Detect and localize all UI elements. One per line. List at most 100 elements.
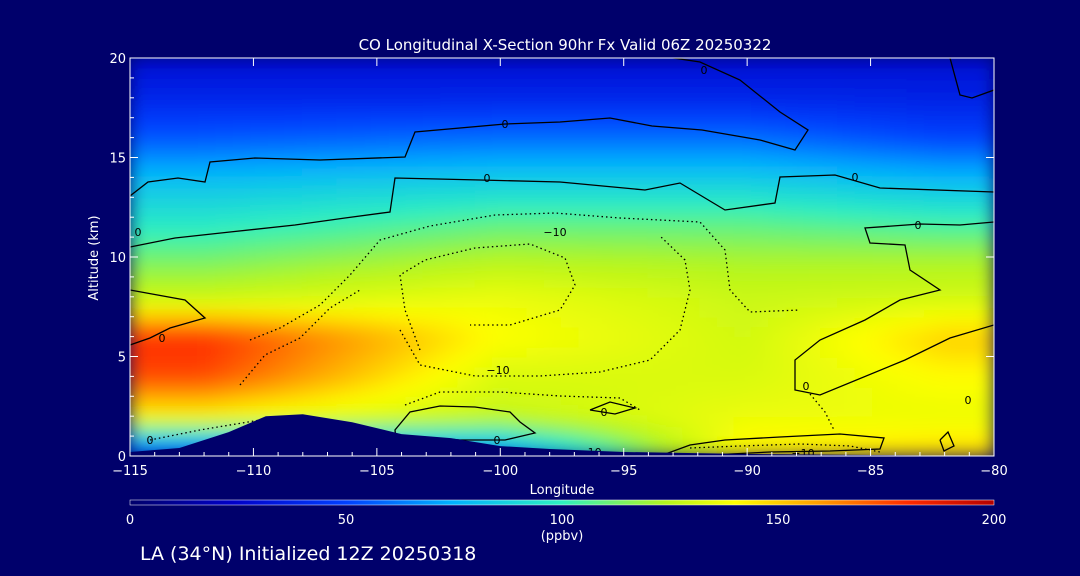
field-cell (889, 196, 909, 209)
field-cell (146, 126, 166, 139)
field-cell (785, 76, 805, 89)
field-cell (768, 236, 788, 249)
field-cell (440, 116, 460, 129)
field-cell (941, 76, 961, 89)
field-cell (543, 405, 563, 418)
field-cell (319, 385, 339, 398)
field-cell (491, 295, 512, 308)
field-cell (768, 275, 788, 288)
field-cell (699, 206, 719, 219)
field-cell (751, 216, 771, 229)
field-cell (232, 385, 252, 398)
field-cell (854, 116, 875, 129)
field-cell (906, 285, 926, 298)
contour-line (809, 393, 835, 431)
field-cell (198, 186, 218, 199)
field-cell (941, 355, 961, 368)
field-cell (130, 206, 149, 219)
field-cell (975, 156, 994, 169)
field-cell (561, 86, 581, 99)
field-cell (388, 375, 408, 388)
field-cell (422, 186, 443, 199)
field-cell (353, 58, 373, 69)
field-cell (837, 246, 857, 258)
field-cell (647, 66, 667, 79)
field-cell (733, 176, 754, 189)
field-cell (820, 146, 840, 159)
field-cell (388, 206, 408, 219)
field-cell (958, 196, 978, 209)
field-cell (906, 315, 926, 328)
field-cell (336, 216, 356, 229)
field-cell (180, 96, 201, 109)
field-cell (130, 355, 149, 368)
field-cell (232, 186, 252, 199)
field-cell (232, 236, 252, 249)
field-cell (198, 405, 218, 418)
field-cell (319, 196, 339, 209)
field-cell (923, 305, 944, 318)
field-cell (198, 156, 218, 169)
field-cell (768, 325, 788, 338)
field-cell (163, 415, 183, 428)
field-cell (370, 206, 391, 219)
field-cell (388, 325, 408, 338)
field-cell (872, 58, 892, 69)
field-cell (388, 146, 408, 159)
field-cell (284, 315, 304, 328)
field-cell (267, 186, 287, 199)
field-cell (664, 375, 684, 388)
field-cell (751, 196, 771, 209)
field-cell (733, 226, 754, 239)
field-cell (958, 126, 978, 139)
field-cell (526, 365, 546, 378)
field-cell (630, 256, 650, 268)
field-cell (491, 126, 512, 139)
field-cell (405, 116, 425, 129)
field-cell (595, 415, 615, 428)
field-cell (543, 355, 563, 368)
field-cell (647, 295, 667, 308)
field-cell (630, 285, 650, 298)
field-cell (474, 425, 494, 438)
field-cell (664, 325, 684, 338)
field-cell (578, 206, 598, 219)
field-cell (405, 285, 425, 298)
field-cell (595, 365, 615, 378)
field-cell (491, 58, 512, 69)
field-cell (509, 186, 529, 199)
field-cell (249, 126, 270, 139)
field-cell (232, 345, 252, 358)
field-cell (872, 365, 892, 378)
field-cell (647, 315, 667, 328)
field-cell (509, 206, 529, 219)
field-cell (319, 126, 339, 139)
field-cell (595, 126, 615, 139)
field-cell (699, 375, 719, 388)
field-cell (215, 256, 235, 268)
field-cell (768, 66, 788, 79)
field-cell (146, 176, 166, 189)
field-cell (440, 275, 460, 288)
field-cell (751, 136, 771, 149)
field-cell (630, 76, 650, 89)
field-cell (336, 226, 356, 239)
field-cell (526, 325, 546, 338)
field-cell (232, 116, 252, 129)
field-cell (130, 156, 149, 169)
field-cell (163, 275, 183, 288)
field-cell (526, 236, 546, 249)
field-cell (319, 305, 339, 318)
field-cell (837, 355, 857, 368)
field-cell (906, 305, 926, 318)
field-cell (733, 385, 754, 398)
field-cell (180, 146, 201, 159)
field-cell (975, 435, 994, 448)
field-cell (664, 236, 684, 249)
field-cell (405, 375, 425, 388)
field-cell (267, 275, 287, 288)
field-cell (215, 66, 235, 79)
field-cell (733, 265, 754, 278)
field-cell (353, 256, 373, 268)
field-cell (941, 335, 961, 348)
